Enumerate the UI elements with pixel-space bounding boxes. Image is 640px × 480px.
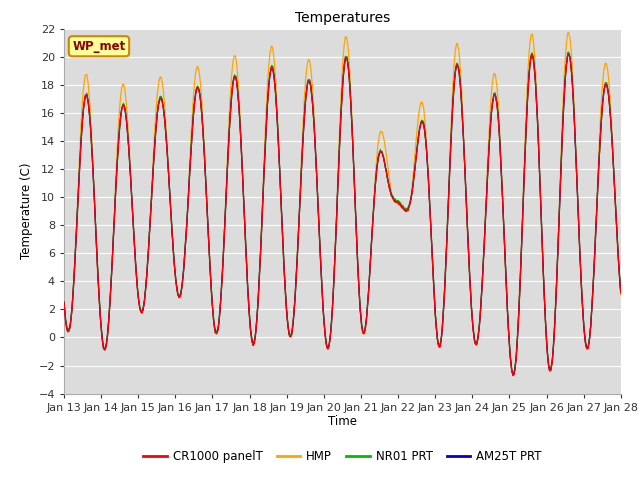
HMP	[509, 372, 517, 378]
Line: AM25T PRT: AM25T PRT	[64, 54, 621, 375]
NR01 PRT	[509, 372, 517, 377]
HMP	[584, 345, 591, 351]
NR01 PRT	[60, 299, 68, 304]
HMP	[60, 301, 68, 307]
NR01 PRT	[504, 319, 512, 325]
AM25T PRT	[584, 346, 591, 351]
X-axis label: Time: Time	[328, 415, 357, 429]
CR1000 panelT	[568, 78, 576, 84]
CR1000 panelT	[216, 316, 223, 322]
Title: Temperatures: Temperatures	[295, 11, 390, 25]
AM25T PRT	[568, 77, 576, 83]
Line: NR01 PRT: NR01 PRT	[64, 52, 621, 374]
NR01 PRT	[564, 49, 572, 55]
AM25T PRT	[617, 290, 625, 296]
AM25T PRT	[509, 372, 517, 378]
HMP	[371, 188, 378, 193]
HMP	[568, 62, 576, 68]
NR01 PRT	[584, 344, 591, 350]
Line: CR1000 panelT: CR1000 panelT	[64, 54, 621, 376]
Y-axis label: Temperature (C): Temperature (C)	[20, 163, 33, 260]
Text: WP_met: WP_met	[72, 40, 125, 53]
Legend: CR1000 panelT, HMP, NR01 PRT, AM25T PRT: CR1000 panelT, HMP, NR01 PRT, AM25T PRT	[138, 445, 547, 468]
NR01 PRT	[371, 192, 378, 197]
AM25T PRT	[60, 300, 68, 305]
AM25T PRT	[504, 320, 512, 326]
AM25T PRT	[216, 316, 223, 322]
CR1000 panelT	[358, 327, 366, 333]
CR1000 panelT	[371, 193, 378, 199]
CR1000 panelT	[60, 300, 68, 305]
HMP	[617, 292, 625, 298]
HMP	[358, 328, 366, 334]
NR01 PRT	[216, 315, 223, 321]
CR1000 panelT	[564, 51, 572, 57]
HMP	[216, 314, 223, 320]
NR01 PRT	[617, 288, 625, 294]
CR1000 panelT	[617, 290, 625, 296]
CR1000 panelT	[584, 346, 591, 351]
NR01 PRT	[568, 76, 576, 82]
NR01 PRT	[358, 325, 366, 331]
AM25T PRT	[358, 327, 366, 333]
HMP	[564, 29, 572, 35]
AM25T PRT	[564, 51, 572, 57]
Line: HMP: HMP	[64, 32, 621, 375]
CR1000 panelT	[504, 320, 512, 326]
AM25T PRT	[371, 192, 378, 198]
CR1000 panelT	[509, 373, 517, 379]
HMP	[504, 324, 512, 329]
